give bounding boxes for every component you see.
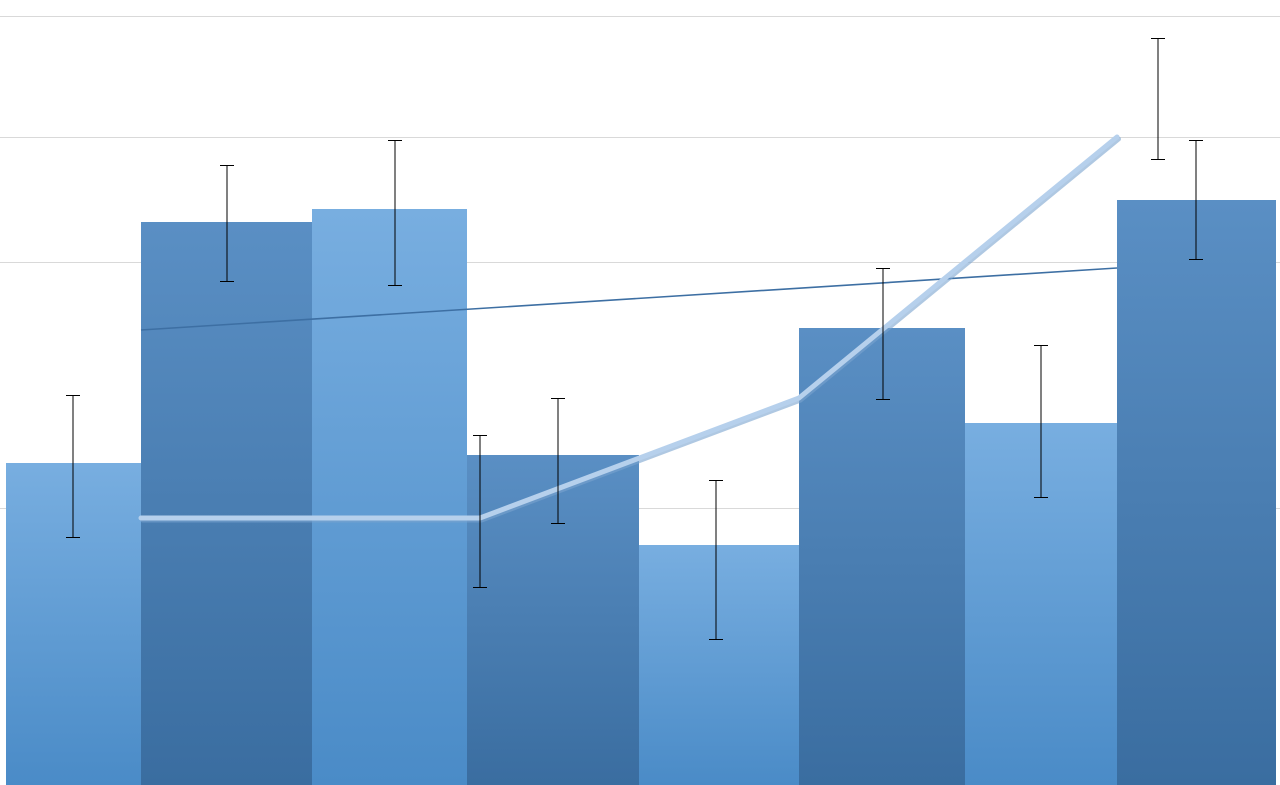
bar bbox=[467, 455, 639, 785]
bar bbox=[639, 545, 799, 785]
bar bbox=[799, 328, 965, 785]
bar-line-chart bbox=[0, 0, 1280, 785]
bar bbox=[141, 222, 312, 785]
error-bar bbox=[1151, 38, 1165, 160]
gridline bbox=[0, 137, 1280, 138]
bar bbox=[312, 209, 467, 785]
bar bbox=[1117, 200, 1276, 785]
bar bbox=[6, 463, 141, 785]
bar bbox=[965, 423, 1117, 785]
gridline bbox=[0, 16, 1280, 17]
